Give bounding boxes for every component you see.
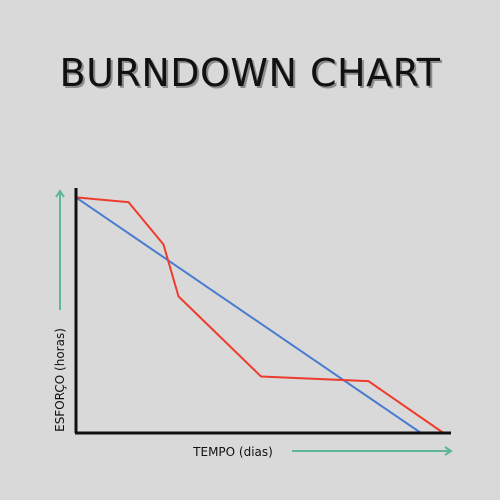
chart-title: BURNDOWN CHART: [60, 51, 441, 95]
plot-lines: [75, 196, 445, 434]
x-axis-arrow-icon: [292, 446, 453, 456]
x-axis-label: TEMPO (dias): [192, 445, 273, 459]
y-axis-label: ESFORÇO (horas): [53, 328, 67, 432]
y-axis-arrow-icon: [55, 189, 65, 310]
chart-title-shadow: BURNDOWN CHART: [62, 53, 443, 97]
ideal-burndown-line: [75, 196, 422, 434]
actual-burndown-line: [75, 196, 445, 434]
